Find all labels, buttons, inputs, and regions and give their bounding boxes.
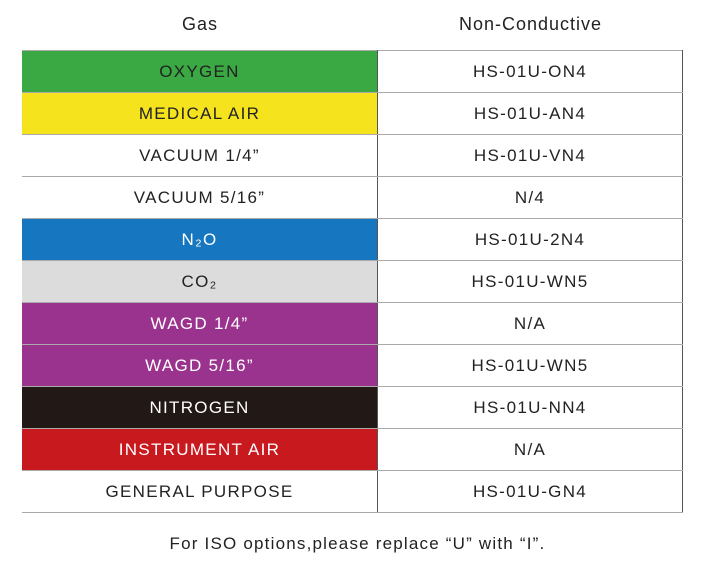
part-number-cell: HS-01U-AN4 [377,92,683,135]
table-header: Gas Non-Conductive [22,6,683,42]
header-cell: Gas [181,13,218,34]
part-number-cell: N/4 [377,176,683,219]
part-number-cell: HS-01U-WN5 [377,344,683,387]
table-row: MEDICAL AIR HS-01U-AN4 [22,92,683,135]
gas-cell: NITROGEN [22,386,378,429]
table-row: VACUUM 5/16” N/4 [22,176,683,219]
table-row: N₂O HS-01U-2N4 [22,218,683,261]
gas-cell: CO₂ [22,260,378,303]
table-row: WAGD 5/16” HS-01U-WN5 [22,344,683,387]
gas-cell: VACUUM 1/4” [22,134,378,177]
footnote: For ISO options,please replace “U” with … [169,534,546,553]
gas-cell: INSTRUMENT AIR [22,428,378,471]
table-row: GENERAL PURPOSE HS-01U-GN4 [22,470,683,513]
table-row: INSTRUMENT AIR N/A [22,428,683,471]
table-row: VACUUM 1/4” HS-01U-VN4 [22,134,683,177]
gas-cell: GENERAL PURPOSE [22,470,378,513]
gas-cell: WAGD 5/16” [22,344,378,387]
table-row: CO₂ HS-01U-WN5 [22,260,683,303]
part-number-cell: HS-01U-NN4 [377,386,683,429]
part-number-cell: N/A [377,428,683,471]
gas-cell: OXYGEN [22,50,378,93]
gas-table: OXYGEN HS-01U-ON4 MEDICAL AIR HS-01U-AN4 VAC… [22,50,683,513]
header-cell: Non-Conductive [458,13,603,34]
part-number-cell: HS-01U-GN4 [377,470,683,513]
gas-cell: VACUUM 5/16” [22,176,378,219]
gas-cell: WAGD 1/4” [22,302,378,345]
table-row: OXYGEN HS-01U-ON4 [22,50,683,93]
table-row: NITROGEN HS-01U-NN4 [22,386,683,429]
gas-cell: N₂O [22,218,378,261]
part-number-cell: N/A [377,302,683,345]
part-number-cell: HS-01U-2N4 [377,218,683,261]
part-number-cell: HS-01U-ON4 [377,50,683,93]
part-number-cell: HS-01U-VN4 [377,134,683,177]
gas-cell: MEDICAL AIR [22,92,378,135]
part-number-cell: HS-01U-WN5 [377,260,683,303]
table-row: WAGD 1/4” N/A [22,302,683,345]
